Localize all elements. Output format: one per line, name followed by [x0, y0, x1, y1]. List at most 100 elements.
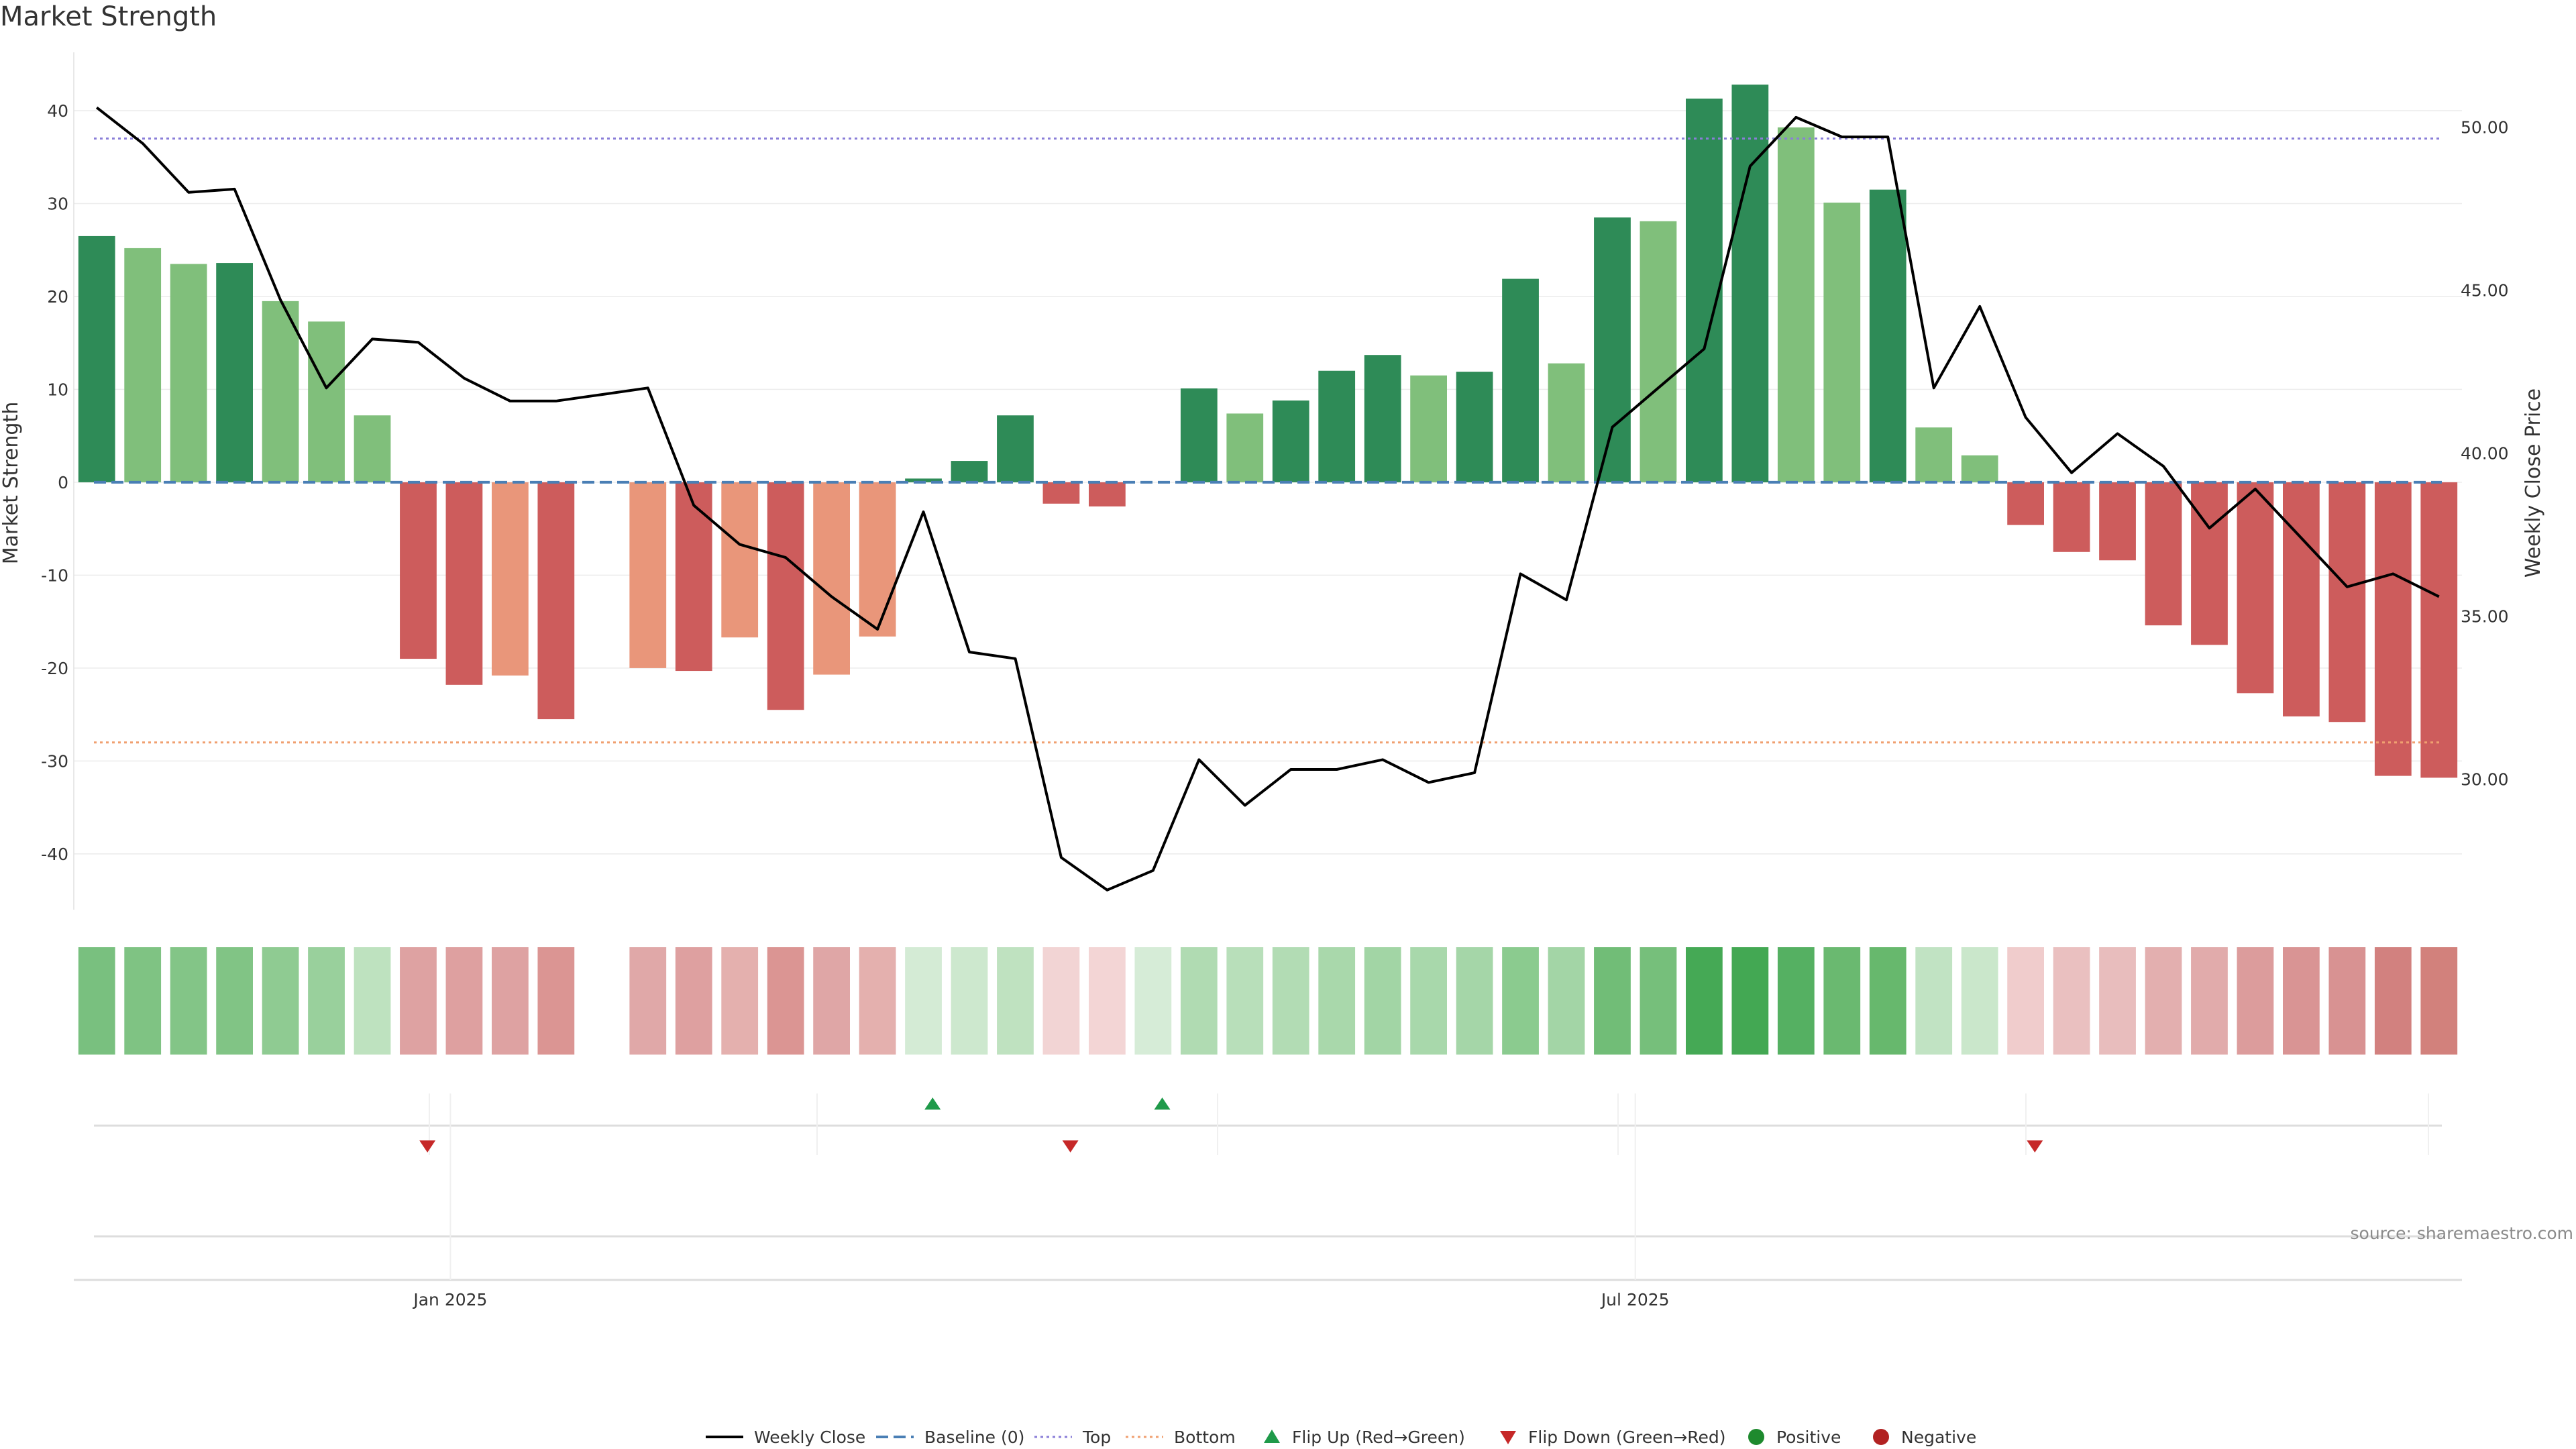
right-tick-label: 30.00 — [2461, 770, 2509, 790]
heat-cell — [1410, 947, 1447, 1055]
left-tick-label: -40 — [41, 845, 68, 864]
left-tick-label: -10 — [41, 566, 68, 585]
legend-swatch — [1748, 1429, 1764, 1445]
flip-down-marker — [1062, 1140, 1079, 1152]
heat-cell — [629, 947, 667, 1055]
strength-bar — [492, 482, 529, 676]
strength-bar — [1502, 278, 1539, 482]
flip-up-marker — [1154, 1097, 1171, 1110]
heat-cell — [1364, 947, 1401, 1055]
heat-cell — [1961, 947, 1998, 1055]
flip-up-marker — [924, 1097, 941, 1110]
legend-label: Top — [1082, 1428, 1111, 1447]
legend: Weekly Close Baseline (0) Top Bottom Flip Up… — [706, 1428, 1976, 1447]
legend-item: Flip Up (Red→Green) — [1264, 1428, 1465, 1447]
heat-strip — [78, 947, 2458, 1055]
strength-bar — [1042, 482, 1080, 504]
strength-bar — [1180, 388, 1218, 482]
strength-bar — [1456, 372, 1493, 482]
heat-cell — [1226, 947, 1264, 1055]
heat-cell — [78, 947, 115, 1055]
heat-cell — [445, 947, 483, 1055]
heat-cell — [2099, 947, 2136, 1055]
strength-bar — [1961, 455, 1998, 482]
strength-bar — [767, 482, 804, 710]
heat-cell — [1180, 947, 1218, 1055]
strength-bar — [1731, 85, 1769, 482]
x-tick-label: Jan 2025 — [412, 1290, 487, 1309]
strength-bar — [813, 482, 850, 675]
strength-bar — [537, 482, 575, 720]
strength-bar — [2053, 482, 2090, 552]
strength-bar — [2283, 482, 2320, 716]
heat-cell — [1272, 947, 1309, 1055]
strength-bar — [1640, 221, 1677, 482]
heat-cell — [1548, 947, 1585, 1055]
flip-signal-panel — [94, 1093, 2442, 1238]
heat-cell — [2283, 947, 2320, 1055]
heat-cell — [1502, 947, 1539, 1055]
reference-lines — [94, 137, 2442, 744]
heat-cell — [216, 947, 253, 1055]
right-tick-label: 35.00 — [2461, 607, 2509, 627]
strength-bar — [721, 482, 759, 638]
heat-cell — [1089, 947, 1126, 1055]
legend-label: Flip Down (Green→Red) — [1528, 1428, 1726, 1447]
legend-label: Positive — [1776, 1428, 1841, 1447]
heat-cell — [2420, 947, 2458, 1055]
left-tick-label: 20 — [47, 287, 68, 307]
heat-cell — [951, 947, 988, 1055]
strength-bar — [2328, 482, 2366, 722]
heat-cell — [1686, 947, 1723, 1055]
heat-cell — [721, 947, 759, 1055]
legend-swatch — [1264, 1430, 1280, 1443]
heat-cell — [1134, 947, 1172, 1055]
heat-cell — [2007, 947, 2044, 1055]
strength-bar — [2007, 482, 2044, 525]
heat-cell — [1042, 947, 1080, 1055]
legend-label: Negative — [1901, 1428, 1976, 1447]
legend-item: Top — [1034, 1428, 1111, 1447]
heat-cell — [262, 947, 299, 1055]
heat-cell — [675, 947, 712, 1055]
strength-bar — [1364, 355, 1401, 482]
strength-bar — [1686, 98, 1723, 482]
legend-item: Positive — [1748, 1428, 1841, 1447]
strength-bar — [1548, 363, 1585, 482]
left-tick-label: -20 — [41, 659, 68, 678]
left-axis-ticks: 40 30 20 10 0 -10 -20 -30 -40 — [41, 101, 68, 864]
right-axis-ticks: 50.00 45.00 40.00 35.00 30.00 — [2461, 118, 2509, 790]
strength-bar — [1823, 203, 1861, 482]
strength-bar — [1226, 413, 1264, 482]
strength-bar — [1594, 217, 1631, 482]
heat-cell — [400, 947, 437, 1055]
strength-bar — [170, 264, 207, 482]
legend-label: Bottom — [1174, 1428, 1236, 1447]
left-tick-label: 40 — [47, 101, 68, 121]
time-axis: Jan 2025 Jul 2025 — [74, 1093, 2462, 1309]
heat-cell — [859, 947, 896, 1055]
strength-bar — [1915, 427, 1953, 482]
left-tick-label: 30 — [47, 194, 68, 213]
strength-bar — [124, 248, 162, 482]
strength-bar — [2145, 482, 2182, 626]
source-label: source: sharemaestro.com — [2351, 1224, 2574, 1243]
weekly-close-path — [95, 106, 2440, 892]
strength-bar — [675, 482, 712, 672]
heat-cell — [813, 947, 850, 1055]
flip-down-marker — [2027, 1140, 2043, 1152]
strength-bar — [2237, 482, 2274, 694]
heat-cell — [2237, 947, 2274, 1055]
legend-item: Bottom — [1126, 1428, 1236, 1447]
legend-swatch — [1873, 1429, 1889, 1445]
strength-bar — [354, 415, 391, 482]
heat-cell — [170, 947, 207, 1055]
strength-bar — [262, 301, 299, 482]
strength-bar — [2420, 482, 2458, 778]
heat-cell — [1823, 947, 1861, 1055]
strength-bar — [308, 321, 345, 482]
legend-item: Flip Down (Green→Red) — [1500, 1428, 1726, 1447]
heat-cell — [1915, 947, 1953, 1055]
strength-bar — [1089, 482, 1126, 506]
